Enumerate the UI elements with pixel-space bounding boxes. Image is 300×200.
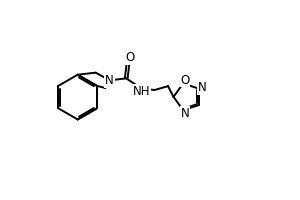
Text: O: O [125,51,134,64]
Text: NH: NH [133,85,151,98]
Text: N: N [105,74,114,87]
Text: N: N [181,107,190,120]
Text: N: N [198,81,207,94]
Text: O: O [180,74,189,87]
